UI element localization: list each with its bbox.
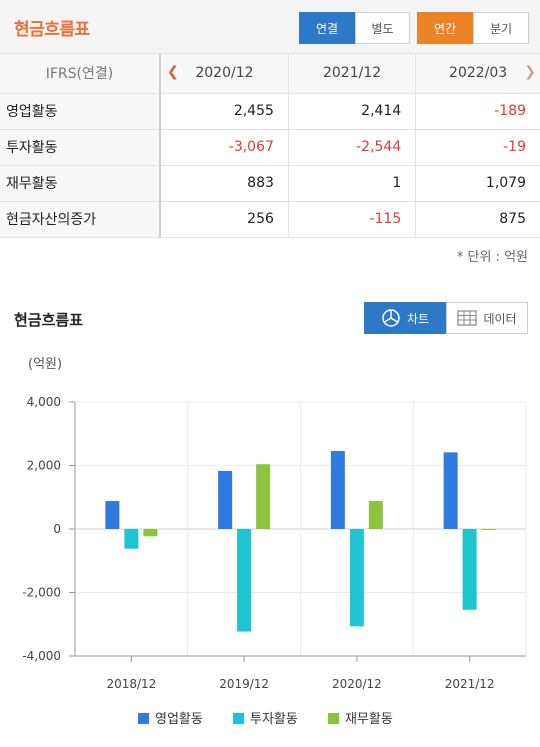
- legend-label: 재무활동: [345, 712, 393, 727]
- bar[interactable]: [218, 470, 233, 529]
- table-cell: -115: [287, 201, 416, 238]
- table-row: 재무활동 883 1 1,079: [0, 165, 540, 202]
- y-tick-label: -4,000: [22, 649, 61, 663]
- bar[interactable]: [368, 500, 383, 529]
- y-axis-title: (억원): [28, 357, 62, 372]
- y-tick-label: 4,000: [27, 395, 61, 409]
- table-header-row: IFRS(연결) ❮ 2020/12 2021/12 2022/03 ❯: [0, 54, 540, 94]
- cashflow-bar-chart: (억원) 4,000 2,000 0 -2,000 -4,000 2018/12 2019/1…: [22, 357, 527, 727]
- legend-label: 투자활동: [250, 712, 298, 727]
- chart-view-label: 차트: [406, 311, 430, 326]
- column-header: ❮ 2020/12: [159, 54, 289, 94]
- table-row: 영업활동 2,455 2,414 -189: [0, 93, 540, 130]
- bar[interactable]: [462, 529, 477, 610]
- table-row: 투자활동 -3,067 -2,544 -19: [0, 129, 540, 166]
- bar[interactable]: [481, 528, 496, 530]
- table-cell: 2,414: [287, 93, 416, 130]
- cashflow-table: IFRS(연결) ❮ 2020/12 2021/12 2022/03 ❯ 영업활…: [0, 54, 540, 238]
- column-header: 2021/12: [287, 54, 416, 94]
- table-cell: 1,079: [415, 165, 540, 202]
- table-cell: -2,544: [287, 129, 416, 166]
- header-bar: 현금흐름표 연결 별도 연간 분기: [0, 0, 540, 54]
- table-corner-label: IFRS(연결): [0, 54, 161, 94]
- chart-section-title: 현금흐름표: [14, 311, 84, 329]
- legend-swatch: [328, 713, 339, 724]
- row-label: 영업활동: [0, 93, 161, 130]
- chevron-right-icon[interactable]: ❯: [524, 64, 536, 80]
- page-title: 현금흐름표: [14, 20, 90, 40]
- table-cell: 883: [159, 165, 289, 202]
- consolidation-toggle: 연결 별도: [299, 12, 410, 44]
- legend-swatch: [138, 713, 149, 724]
- view-toggle: 차트 데이터: [364, 302, 528, 334]
- bar[interactable]: [105, 501, 120, 529]
- table-cell: 2,455: [159, 93, 289, 130]
- unit-note: * 단위 : 억원: [456, 250, 528, 265]
- table-cell: 1: [287, 165, 416, 202]
- pie-chart-icon: [382, 309, 400, 327]
- x-tick-label: 2020/12: [332, 677, 382, 691]
- x-tick-label: 2019/12: [219, 677, 269, 691]
- chart-view-button[interactable]: 차트: [364, 302, 446, 334]
- table-grid-icon: [457, 310, 478, 326]
- y-tick-label: 0: [53, 522, 61, 536]
- row-label: 투자활동: [0, 129, 161, 166]
- bar[interactable]: [256, 464, 271, 529]
- legend-swatch: [233, 713, 244, 724]
- y-tick-label: -2,000: [22, 586, 61, 600]
- row-label: 현금자산의증가: [0, 201, 161, 238]
- row-label: 재무활동: [0, 165, 161, 202]
- bar[interactable]: [124, 529, 139, 549]
- x-tick-label: 2021/12: [445, 677, 495, 691]
- data-view-button[interactable]: 데이터: [446, 302, 528, 334]
- legend-label: 영업활동: [155, 712, 203, 727]
- table-cell: -189: [415, 93, 540, 130]
- chevron-left-icon[interactable]: ❮: [167, 64, 179, 80]
- table-cell: 875: [415, 201, 540, 238]
- bar[interactable]: [143, 529, 158, 537]
- bar[interactable]: [237, 529, 252, 632]
- bar[interactable]: [330, 451, 345, 529]
- separate-button[interactable]: 별도: [355, 12, 410, 44]
- annual-button[interactable]: 연간: [417, 12, 473, 44]
- consolidated-button[interactable]: 연결: [299, 12, 355, 44]
- table-cell: -3,067: [159, 129, 289, 166]
- y-tick-label: 2,000: [27, 459, 61, 473]
- table-cell: 256: [159, 201, 289, 238]
- x-tick-label: 2018/12: [106, 677, 156, 691]
- table-row: 현금자산의증가 256 -115 875: [0, 201, 540, 238]
- period-toggle: 연간 분기: [417, 12, 529, 44]
- quarterly-button[interactable]: 분기: [473, 12, 529, 44]
- data-view-label: 데이터: [483, 311, 517, 326]
- bar[interactable]: [349, 529, 364, 627]
- column-header: 2022/03 ❯: [415, 54, 540, 94]
- table-cell: -19: [415, 129, 540, 166]
- bar[interactable]: [443, 452, 458, 529]
